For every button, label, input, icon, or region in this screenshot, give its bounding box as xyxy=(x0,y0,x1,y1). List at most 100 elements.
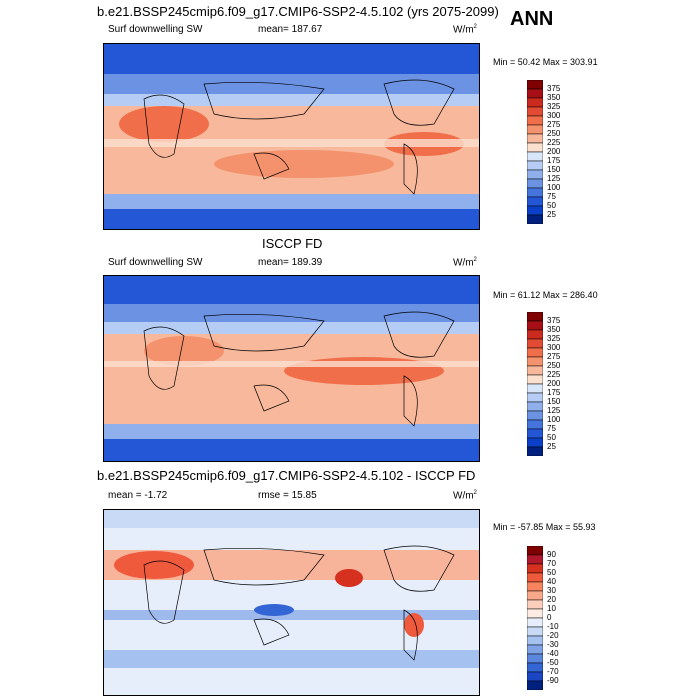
colorbar-tick-label: 50 xyxy=(547,433,556,442)
colorbar-tick-label: 150 xyxy=(547,165,561,174)
main-title: b.e21.BSSP245cmip6.f09_g17.CMIP6-SSP2-4.… xyxy=(97,4,499,19)
colorbar-tick-label: 175 xyxy=(547,388,561,397)
panel3-rmse: rmse = 15.85 xyxy=(258,490,317,501)
colorbar-swatch xyxy=(526,196,544,207)
panel1-unit: W/m2 xyxy=(453,24,477,36)
colorbar-swatch xyxy=(526,410,544,421)
colorbar-swatch xyxy=(526,392,544,403)
colorbar-swatch xyxy=(526,428,544,439)
colorbar-tick-label: -50 xyxy=(547,658,559,667)
colorbar-tick-label: 40 xyxy=(547,577,556,586)
colorbar-tick-label: 350 xyxy=(547,325,561,334)
colorbar-swatch xyxy=(526,347,544,358)
colorbar-tick-label: -70 xyxy=(547,667,559,676)
colorbar-tick-label: 25 xyxy=(547,442,556,451)
panel2-colorbar-svg xyxy=(526,311,544,457)
panel2-mean: mean= 189.39 xyxy=(258,257,323,268)
panel1-variable: Surf downwelling SW xyxy=(108,24,203,35)
colorbar-swatch xyxy=(526,124,544,135)
colorbar-tick-label: 50 xyxy=(547,201,556,210)
colorbar-swatch xyxy=(526,142,544,153)
colorbar-tick-label: -30 xyxy=(547,640,559,649)
colorbar-swatch xyxy=(526,626,544,637)
colorbar-tick-label: 20 xyxy=(547,595,556,604)
colorbar-swatch xyxy=(526,169,544,180)
colorbar-tick-label: 200 xyxy=(547,147,561,156)
colorbar-swatch xyxy=(526,590,544,601)
panel3-colorbar xyxy=(526,545,544,695)
panel3-map xyxy=(103,509,480,696)
panel2-variable: Surf downwelling SW xyxy=(108,257,203,268)
colorbar-tick-label: 350 xyxy=(547,93,561,102)
colorbar-tick-label: 30 xyxy=(547,586,556,595)
colorbar-tick-label: -90 xyxy=(547,676,559,685)
colorbar-tick-label: 25 xyxy=(547,210,556,219)
colorbar-swatch xyxy=(526,205,544,216)
colorbar-swatch xyxy=(526,437,544,448)
colorbar-swatch xyxy=(526,151,544,162)
colorbar-tick-label: 70 xyxy=(547,559,556,568)
colorbar-swatch xyxy=(526,338,544,349)
colorbar-swatch xyxy=(526,653,544,664)
panel2-title: ISCCP FD xyxy=(262,236,323,251)
panel2-map xyxy=(103,275,480,462)
colorbar-swatch xyxy=(526,608,544,619)
colorbar-tick-label: 175 xyxy=(547,156,561,165)
colorbar-swatch xyxy=(526,329,544,340)
colorbar-tick-label: 150 xyxy=(547,397,561,406)
colorbar-tick-label: 250 xyxy=(547,361,561,370)
colorbar-swatch xyxy=(526,374,544,385)
colorbar-swatch xyxy=(526,446,544,457)
panel3-colorbar-svg xyxy=(526,545,544,691)
colorbar-tick-label: -10 xyxy=(547,622,559,631)
panel3-mean: mean = -1.72 xyxy=(108,490,168,501)
colorbar-tick-label: 50 xyxy=(547,568,556,577)
colorbar-swatch xyxy=(526,214,544,225)
colorbar-tick-label: 10 xyxy=(547,604,556,613)
colorbar-swatch xyxy=(526,671,544,682)
colorbar-swatch xyxy=(526,554,544,565)
panel3-unit: W/m2 xyxy=(453,490,477,502)
colorbar-swatch xyxy=(526,97,544,108)
colorbar-swatch xyxy=(526,644,544,655)
colorbar-swatch xyxy=(526,680,544,691)
colorbar-tick-label: 125 xyxy=(547,174,561,183)
colorbar-swatch xyxy=(526,383,544,394)
colorbar-swatch xyxy=(526,419,544,430)
panel3-minmax: Min = -57.85 Max = 55.93 xyxy=(493,522,596,532)
panel1-map xyxy=(103,43,480,230)
colorbar-tick-label: 300 xyxy=(547,111,561,120)
colorbar-swatch xyxy=(526,133,544,144)
colorbar-swatch xyxy=(526,635,544,646)
colorbar-swatch xyxy=(526,178,544,189)
colorbar-tick-label: 375 xyxy=(547,316,561,325)
colorbar-tick-label: 275 xyxy=(547,352,561,361)
colorbar-swatch xyxy=(526,311,544,322)
colorbar-tick-label: 75 xyxy=(547,192,556,201)
panel2-colorbar xyxy=(526,311,544,461)
diff-field-svg xyxy=(104,510,479,695)
colorbar-tick-label: 75 xyxy=(547,424,556,433)
panel1-colorbar xyxy=(526,79,544,229)
colorbar-swatch xyxy=(526,160,544,171)
panel1-colorbar-svg xyxy=(526,79,544,225)
panel2-minmax: Min = 61.12 Max = 286.40 xyxy=(493,290,598,300)
colorbar-swatch xyxy=(526,401,544,412)
colorbar-tick-label: 125 xyxy=(547,406,561,415)
colorbar-tick-label: 100 xyxy=(547,415,561,424)
colorbar-swatch xyxy=(526,79,544,90)
colorbar-swatch xyxy=(526,115,544,126)
colorbar-swatch xyxy=(526,365,544,376)
colorbar-tick-label: 0 xyxy=(547,613,552,622)
colorbar-swatch xyxy=(526,106,544,117)
colorbar-tick-label: 250 xyxy=(547,129,561,138)
colorbar-swatch xyxy=(526,599,544,610)
model-field-svg xyxy=(104,44,479,229)
colorbar-tick-label: 275 xyxy=(547,120,561,129)
colorbar-tick-label: 375 xyxy=(547,84,561,93)
panel1-mean: mean= 187.67 xyxy=(258,24,323,35)
colorbar-swatch xyxy=(526,563,544,574)
colorbar-swatch xyxy=(526,662,544,673)
colorbar-tick-label: -40 xyxy=(547,649,559,658)
colorbar-tick-label: 200 xyxy=(547,379,561,388)
